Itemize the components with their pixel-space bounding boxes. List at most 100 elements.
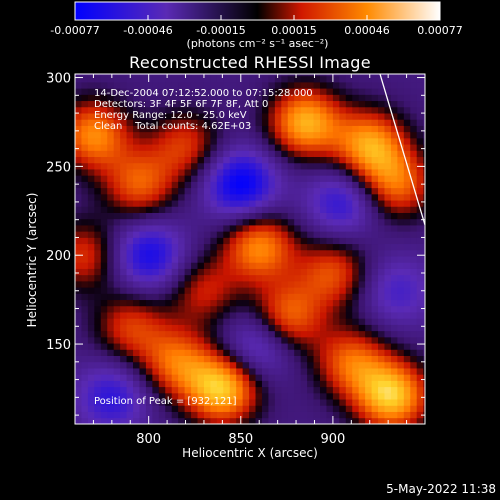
- heatmap-cell: [371, 169, 379, 176]
- heatmap-cell: [210, 206, 218, 213]
- heatmap-cell: [152, 262, 160, 269]
- heatmap-cell: [236, 137, 244, 145]
- heatmap-cell: [287, 349, 295, 356]
- heatmap-cell: [313, 212, 321, 220]
- heatmap-cell: [126, 193, 134, 201]
- heatmap-cell: [410, 125, 418, 133]
- heatmap-cell: [113, 299, 121, 307]
- heatmap-cell: [287, 343, 295, 350]
- heatmap-cell: [332, 162, 340, 170]
- heatmap-cell: [287, 243, 295, 251]
- heatmap-cell: [274, 330, 282, 338]
- heatmap-cell: [294, 280, 302, 288]
- heatmap-cell: [313, 231, 321, 238]
- heatmap-cell: [223, 94, 231, 102]
- heatmap-cell: [197, 94, 205, 102]
- colorbar-tick-label: 0.00077: [417, 24, 463, 36]
- heatmap-cell: [107, 349, 115, 356]
- heatmap-cell: [371, 94, 379, 102]
- heatmap-cell: [410, 187, 418, 195]
- heatmap-cell: [139, 411, 147, 419]
- heatmap-cell: [139, 299, 147, 307]
- heatmap-cell: [300, 368, 308, 375]
- heatmap-cell: [236, 193, 244, 201]
- heatmap-cell: [145, 225, 153, 232]
- heatmap-cell: [261, 150, 269, 158]
- heatmap-cell: [352, 193, 360, 201]
- colorbar: -0.00077 -0.00046 -0.00015 0.00015 0.00046 0.…: [50, 1, 463, 36]
- heatmap-cell: [339, 293, 347, 301]
- heatmap-cell: [236, 336, 244, 344]
- heatmap-cell: [165, 262, 173, 269]
- heatmap-cell: [126, 336, 134, 344]
- heatmap-cell: [320, 243, 327, 251]
- heatmap-cell: [274, 94, 282, 102]
- heatmap-cell: [152, 312, 160, 319]
- heatmap-cell: [203, 156, 211, 164]
- heatmap-cell: [75, 299, 82, 307]
- heatmap-cell: [139, 336, 147, 344]
- heatmap-cell: [307, 206, 314, 213]
- heatmap-cell: [307, 75, 314, 83]
- heatmap-cell: [158, 392, 166, 400]
- heatmap-cell: [126, 131, 134, 139]
- heatmap-cell: [191, 287, 198, 294]
- heatmap-cell: [191, 225, 198, 232]
- heatmap-cell: [145, 249, 153, 257]
- heatmap-cell: [274, 386, 282, 394]
- heatmap-cell: [358, 262, 366, 269]
- heatmap-cell: [94, 162, 102, 170]
- heatmap-cell: [171, 88, 179, 95]
- heatmap-cell: [81, 392, 89, 400]
- heatmap-cell: [94, 361, 102, 369]
- heatmap-cell: [100, 206, 108, 213]
- heatmap-cell: [371, 144, 379, 151]
- heatmap-cell: [326, 181, 334, 189]
- heatmap-cell: [281, 361, 289, 369]
- heatmap-cell: [313, 312, 321, 319]
- heatmap-cell: [332, 324, 340, 332]
- heatmap-cell: [113, 274, 121, 282]
- heatmap-cell: [216, 274, 224, 282]
- heatmap-cell: [178, 243, 186, 251]
- heatmap-cell: [139, 274, 147, 282]
- heatmap-cell: [397, 193, 405, 201]
- heatmap-cell: [326, 119, 334, 126]
- heatmap-cell: [390, 361, 398, 369]
- heatmap-cell: [223, 417, 231, 424]
- heatmap-cell: [133, 411, 140, 419]
- heatmap-cell: [236, 206, 244, 213]
- heatmap-cell: [294, 411, 302, 419]
- heatmap-cell: [75, 392, 82, 400]
- heatmap-cell: [326, 74, 334, 77]
- heatmap-cell: [390, 150, 398, 158]
- heatmap-cell: [390, 411, 398, 419]
- heatmap-cell: [100, 280, 108, 288]
- heatmap-cell: [87, 380, 95, 388]
- heatmap-cell: [281, 405, 289, 412]
- heatmap-cell: [403, 324, 411, 332]
- heatmap-cell: [133, 399, 140, 406]
- heatmap-cell: [229, 280, 237, 288]
- heatmap-cell: [403, 200, 411, 207]
- heatmap-cell: [307, 256, 314, 263]
- heatmap-cell: [378, 392, 385, 400]
- heatmap-cell: [378, 305, 385, 313]
- heatmap-cell: [120, 299, 127, 307]
- heatmap-cell: [320, 137, 327, 145]
- heatmap-cell: [320, 94, 327, 102]
- heatmap-cell: [100, 81, 108, 89]
- heatmap-cell: [145, 355, 153, 363]
- heatmap-cell: [139, 218, 147, 226]
- heatmap-cell: [378, 106, 385, 114]
- heatmap-cell: [300, 249, 308, 257]
- heatmap-cell: [378, 243, 385, 251]
- heatmap-cell: [397, 417, 405, 424]
- heatmap-cell: [178, 293, 186, 301]
- heatmap-cell: [197, 368, 205, 375]
- heatmap-cell: [249, 374, 256, 381]
- heatmap-cell: [203, 355, 211, 363]
- heatmap-cell: [184, 156, 192, 164]
- heatmap-cell: [410, 343, 418, 350]
- heatmap-cell: [410, 206, 418, 213]
